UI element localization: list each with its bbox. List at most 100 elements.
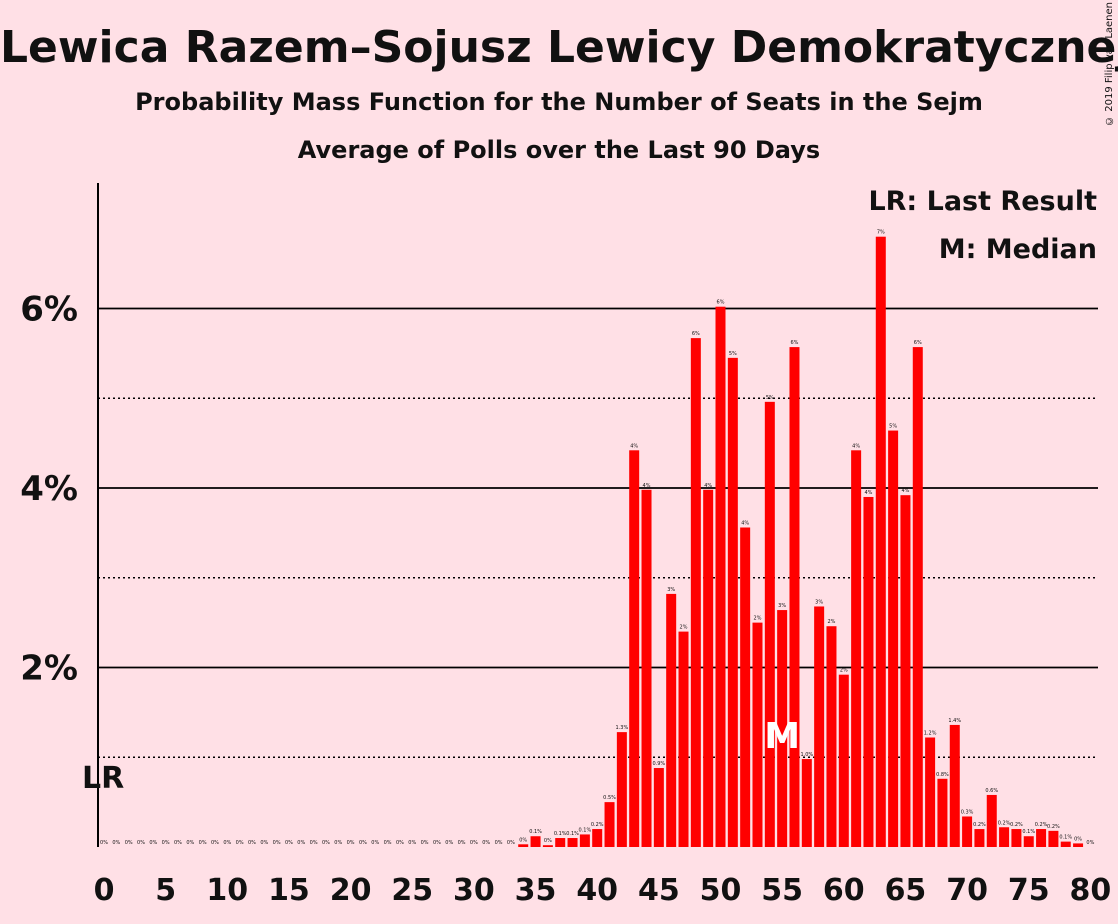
legend-entry: LR: Last Result (868, 186, 1097, 217)
bar (740, 527, 751, 847)
bar (727, 357, 738, 847)
bar-value-label: 0.1% (1022, 829, 1035, 835)
x-tick-label: 65 (885, 873, 927, 908)
bar (888, 430, 899, 847)
bar (925, 737, 936, 847)
bar (1036, 829, 1047, 847)
legend-entry: M: Median (939, 234, 1097, 265)
bar-value-label: 0.1% (579, 827, 592, 833)
bar-value-label: 0% (199, 840, 207, 846)
bar (851, 450, 862, 847)
bar (949, 724, 960, 847)
bar-value-label: 0.1% (529, 829, 542, 835)
bar (690, 338, 701, 847)
bar-value-label: 0% (507, 840, 515, 846)
x-tick-label: 80 (1070, 873, 1112, 908)
bar-value-label: 0% (384, 840, 392, 846)
bar (715, 306, 726, 848)
bar-value-label: 0.3% (961, 809, 974, 815)
bar-value-label: 0% (495, 840, 503, 846)
x-tick-label: 20 (330, 873, 372, 908)
bar (1048, 830, 1059, 847)
x-tick-label: 40 (576, 873, 618, 908)
bar-value-label: 0% (519, 837, 527, 843)
bar-value-label: 4% (864, 490, 872, 496)
bar-value-label: 0% (482, 840, 490, 846)
bar (999, 827, 1010, 847)
bar-value-label: 6% (692, 331, 700, 337)
chart-subtitle: Probability Mass Function for the Number… (135, 88, 983, 116)
bar-value-label: 2% (828, 619, 836, 625)
bar-value-label: 0% (371, 840, 379, 846)
bar-value-label: 0% (273, 840, 281, 846)
bar-value-label: 0% (359, 840, 367, 846)
bar-value-label: 0.2% (973, 822, 986, 828)
bar (1023, 836, 1034, 847)
bar (838, 674, 849, 847)
bar-value-label: 0.8% (936, 772, 949, 778)
x-tick-label: 50 (700, 873, 742, 908)
bar-value-label: 3% (815, 599, 823, 605)
bar-value-label: 0.2% (1047, 824, 1060, 830)
bar-value-label: 0% (223, 840, 231, 846)
bar (875, 236, 886, 847)
bar-value-label: 4% (643, 483, 651, 489)
x-tick-label: 75 (1008, 873, 1050, 908)
y-tick-label: 4% (20, 469, 78, 509)
bar-value-label: 0.1% (1059, 835, 1072, 841)
bar (629, 450, 640, 847)
bar-value-label: 0% (347, 840, 355, 846)
x-tick-label: 45 (638, 873, 680, 908)
bar-value-label: 0.9% (652, 761, 665, 767)
bar (518, 844, 529, 847)
bar (653, 768, 664, 847)
bar-value-label: 0% (470, 840, 478, 846)
bar-value-label: 0% (544, 838, 552, 844)
bar-value-label: 4% (741, 520, 749, 526)
bar-value-label: 0% (149, 840, 157, 846)
bar (579, 834, 590, 847)
bar-value-label: 5% (729, 351, 737, 357)
bar-value-label: 4% (852, 443, 860, 449)
bar-value-label: 0% (1086, 840, 1094, 846)
median-marker: M (764, 716, 800, 757)
bar-value-label: 4% (704, 483, 712, 489)
bar-value-label: 1.4% (948, 718, 961, 724)
x-tick-label: 55 (761, 873, 803, 908)
bar-value-label: 5% (889, 424, 897, 430)
bar (616, 732, 627, 847)
bar-value-label: 0% (458, 840, 466, 846)
bar (912, 347, 923, 847)
bar (937, 778, 948, 847)
y-tick-label: 6% (20, 290, 78, 330)
bar-value-label: 1.3% (616, 725, 629, 731)
bar-value-label: 0% (334, 840, 342, 846)
bar-value-label: 0% (408, 840, 416, 846)
bar-value-label: 0% (248, 840, 256, 846)
bar-value-label: 0% (285, 840, 293, 846)
last-result-marker: LR (82, 761, 124, 796)
bar-value-label: 0.2% (1035, 822, 1048, 828)
bar-value-label: 0% (297, 840, 305, 846)
bar-value-label: 0.2% (591, 822, 604, 828)
bar-value-label: 0% (1074, 836, 1082, 842)
bar (641, 489, 652, 847)
bar-value-label: 1.2% (924, 731, 937, 737)
bar (789, 347, 800, 847)
x-tick-label: 10 (206, 873, 248, 908)
bar-value-label: 0% (433, 840, 441, 846)
bar (530, 836, 541, 847)
bar-value-label: 0.1% (566, 831, 579, 837)
bar-value-label: 0% (260, 840, 268, 846)
bar-value-label: 6% (791, 340, 799, 346)
x-tick-label: 5 (155, 873, 176, 908)
bar-value-label: 0% (186, 840, 194, 846)
bar-value-label: 0% (211, 840, 219, 846)
bar (986, 794, 997, 847)
x-tick-label: 70 (946, 873, 988, 908)
chart-subtitle-2: Average of Polls over the Last 90 Days (297, 136, 821, 164)
bar (604, 802, 615, 847)
bar-value-label: 0.6% (985, 788, 998, 794)
bar-value-label: 0% (112, 840, 120, 846)
